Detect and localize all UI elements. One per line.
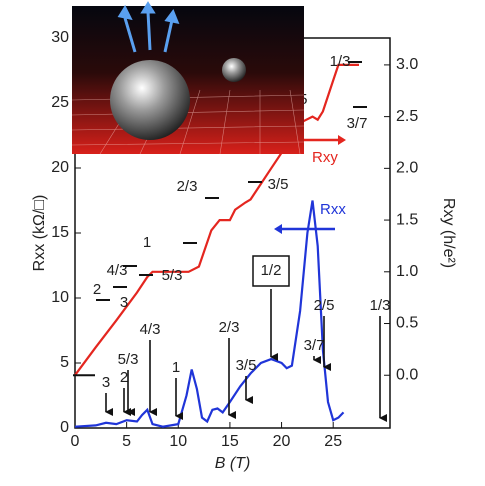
y2-tick-label: 2.5 [396, 108, 418, 125]
rxx-fraction-label: 3/7 [304, 337, 325, 354]
legend-arrow-head [338, 135, 346, 145]
y-tick-label: 5 [60, 354, 69, 371]
x-tick-label: 0 [71, 433, 80, 450]
legend-label: Rxx [320, 201, 346, 218]
rxy-fraction-label: 3/5 [268, 176, 289, 193]
rxx-fraction-label: 2/3 [219, 319, 240, 336]
rxx-fraction-label: 1/3 [370, 297, 391, 314]
y2-axis-label: Rxy (h/e²) [440, 198, 457, 268]
y-tick-label: 10 [51, 289, 69, 306]
y-tick-label: 15 [51, 224, 69, 241]
x-tick-label: 20 [273, 433, 291, 450]
rxy-fraction-label: 5/3 [162, 267, 183, 284]
rxy-fraction-label: 1/3 [330, 53, 351, 70]
y-tick-label: 30 [51, 29, 69, 46]
x-tick-label: 25 [324, 433, 342, 450]
rxy-fraction-label: 4/3 [107, 262, 128, 279]
legend-arrow-head [274, 224, 282, 234]
rxx-fraction-label: 2 [120, 369, 128, 386]
legend-label: Rxy [312, 149, 338, 166]
y2-tick-label: 3.0 [396, 56, 418, 73]
rxx-fraction-label: 1/2 [261, 262, 282, 279]
x-tick-label: 5 [122, 433, 131, 450]
y-tick-label: 20 [51, 159, 69, 176]
x-tick-label: 15 [221, 433, 239, 450]
rxy-fraction-label: 2 [93, 281, 101, 298]
x-axis-label: B (T) [215, 455, 251, 472]
rxy-fraction-label: 1 [143, 234, 151, 251]
y2-tick-label: 2.0 [396, 160, 418, 177]
rxy-fraction-label: 2/3 [177, 178, 198, 195]
rxx-fraction-label: 5/3 [118, 351, 139, 368]
rxx-fraction-label: 2/5 [314, 297, 335, 314]
x-tick-label: 10 [169, 433, 187, 450]
y-axis-label: Rxx (kΩ/□) [31, 195, 48, 272]
y2-tick-label: 0.0 [396, 366, 418, 383]
rxy-fraction-label: 3/7 [347, 115, 368, 132]
rxx-fraction-label: 4/3 [140, 321, 161, 338]
rxx-fraction-label: 3/5 [236, 357, 257, 374]
rxx-fraction-label: 1 [172, 359, 180, 376]
rxx-fraction-label: 3 [102, 374, 110, 391]
inset-image [72, 4, 304, 154]
y2-tick-label: 1.0 [396, 263, 418, 280]
chart: 0 5 10 15 20 25 0 5 10 15 20 25 30 0.0 0.5 1.0 1.5 2.0 2.5… [0, 0, 485, 486]
y2-tick-label: 1.5 [396, 211, 418, 228]
y-tick-label: 0 [60, 419, 69, 436]
y2-tick-label: 0.5 [396, 315, 418, 332]
rxy-fraction-label: 3 [120, 294, 128, 311]
y-tick-label: 25 [51, 94, 69, 111]
